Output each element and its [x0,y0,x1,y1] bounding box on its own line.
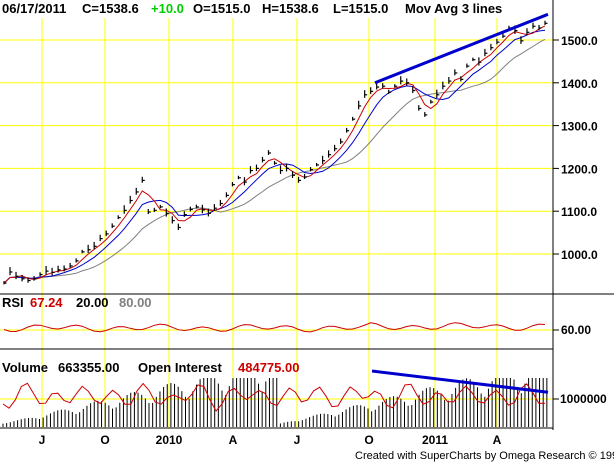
price-bars [3,20,548,285]
volume-bars [2,378,548,427]
price-trendline [374,12,549,85]
price-axis: 1000.0 1100.0 1200.0 1300.0 1400.0 1500.0 [553,34,598,262]
moving-average-fast [3,25,546,284]
svg-text:Volume 663355.00 Open: Volume 663355.00 Open Interest 484775.00 [2,360,299,375]
x-tick-label: 2010 [156,433,183,447]
x-axis-labels: J O 2010 A J O 2011 A [39,433,502,447]
svg-text:06/17/2011 C=1538.6 +1: 06/17/2011 C=1538.6 +10.0 O=1515.0 H=153… [2,1,502,16]
price-trendline-segment [374,12,549,85]
volume-trendline-segment [371,369,549,394]
open-interest-series [2,382,546,412]
x-tick-label: A [493,433,502,447]
horizontal-grid [0,39,553,400]
ma-slow-line [3,38,546,284]
moving-average-slow [3,38,546,284]
x-tick-label: 2011 [422,433,448,447]
volume-tick-label: 1000000 [560,392,607,406]
rsi-series [3,322,546,333]
header-study: Mov Avg 3 lines [405,1,502,16]
open-interest-label: Open Interest [138,360,222,375]
svg-text:RSI 67.24 20.00 80: RSI 67.24 20.00 80.00 [2,295,152,310]
price-tick-label: 1100.0 [561,205,597,219]
x-tick-label: O [100,433,109,447]
header-open: O=1515.0 [193,1,250,16]
rsi-low-level: 20.00 [76,295,109,310]
volume-value: 663355.00 [58,360,119,375]
rsi-tick-label: 60.00 [561,323,591,337]
x-tick-label: A [229,433,238,447]
rsi-value: 67.24 [30,295,63,310]
price-tick-label: 1000.0 [561,248,598,262]
price-tick-label: 1500.0 [561,34,598,48]
price-tick-label: 1200.0 [561,162,598,176]
footer-credit: Created with SuperCharts by Omega Resear… [355,450,614,462]
volume-label: Volume [2,360,48,375]
x-tick-label: O [364,433,373,447]
header-change: +10.0 [151,1,184,16]
ma-mid-line [3,29,546,284]
header-close: C=1538.6 [82,1,139,16]
rsi-line [3,322,546,333]
open-interest-line [2,382,546,412]
rsi-high-level: 80.00 [119,295,152,310]
ma-fast-line [3,25,546,284]
moving-average-mid [3,29,546,284]
x-tick-label: J [294,433,301,447]
price-tick-label: 1300.0 [561,120,598,134]
vertical-grid [41,18,498,428]
volume-trendline [371,369,549,394]
open-interest-value: 484775.00 [238,360,299,375]
header-low: L=1515.0 [333,1,388,16]
rsi-label: RSI [2,295,24,310]
x-tick-label: J [39,433,46,447]
header-high: H=1538.6 [262,1,319,16]
header-date: 06/17/2011 [2,1,66,16]
price-tick-label: 1400.0 [561,77,598,91]
